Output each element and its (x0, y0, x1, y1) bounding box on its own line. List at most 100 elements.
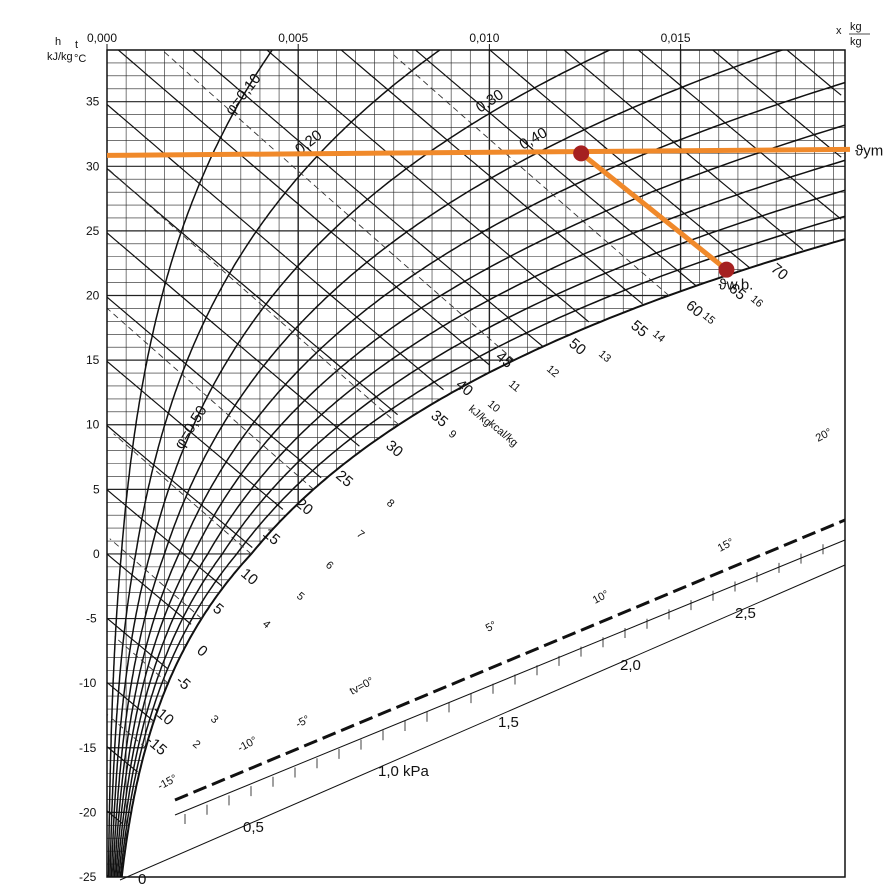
rh-curve (119, 215, 845, 877)
kcal-label: 2 (190, 738, 202, 751)
x-tick-label: 0,010 (469, 31, 499, 45)
y-tick-label: -20 (79, 805, 97, 819)
wet-bulb-line (114, 636, 169, 684)
enthalpy-label: 50 (565, 335, 589, 359)
dry-bulb-label: ϑym (855, 142, 883, 159)
wet-bulb-line (113, 433, 252, 555)
kcal-label: 14 (650, 328, 667, 345)
enthalpy-label: 30 (382, 437, 406, 461)
process-overlay: ϑym ϑw.b. (106, 142, 883, 294)
kcal-label: 8 (384, 497, 396, 510)
y-tick-label: 35 (86, 95, 100, 109)
wet-bulb-label: 15° (716, 536, 736, 554)
enthalpy-label: 0 (193, 642, 210, 660)
moisture-grid (125, 50, 834, 843)
dry-bulb-process-line (106, 146, 851, 158)
kcal-label: 10 (485, 398, 502, 415)
rh-curve (107, 50, 274, 877)
kcal-label: 4 (260, 618, 272, 631)
start-point-marker (573, 145, 590, 162)
enthalpy-line (107, 168, 398, 416)
enthalpy-label: 15 (259, 525, 283, 549)
wet-bulb-label: -10° (236, 735, 260, 755)
enthalpy-line (107, 681, 154, 722)
rh-curve (113, 81, 845, 877)
kcal-label: 3 (208, 713, 220, 726)
enthalpy-line (563, 50, 804, 251)
enthalpy-label: -5 (172, 672, 193, 694)
enthalpy-line (107, 553, 192, 625)
x-unit-num: kg (850, 21, 862, 33)
wet-bulb-point-label: ϑw.b. (718, 277, 753, 294)
enthalpy-label: 20 (292, 495, 316, 519)
x-tick-label: 0,005 (278, 31, 308, 45)
relative-humidity-curves (107, 50, 845, 877)
enthalpy-line (107, 617, 169, 670)
y-axis-t: t (75, 39, 78, 51)
enthalpy-line (107, 360, 284, 510)
y-tick-label: -5 (86, 612, 97, 626)
wet-bulb-line (107, 168, 400, 426)
end-point-marker (718, 261, 735, 278)
enthalpy-line (786, 50, 842, 96)
y-tick-label: -15 (79, 741, 97, 755)
enthalpy-line (266, 50, 590, 323)
origin-label: 0 (138, 871, 146, 888)
enthalpy-line (488, 50, 750, 269)
enthalpy-line (711, 50, 842, 158)
rh-curve (115, 124, 845, 877)
wet-bulb-label: -15° (156, 773, 180, 793)
kcal-label: 5 (294, 590, 306, 603)
rh-curve (116, 159, 845, 877)
rh-curve (112, 50, 785, 877)
y-tick-label: -25 (79, 870, 97, 884)
enthalpy-line (107, 296, 322, 479)
wet-bulb-line (162, 50, 515, 361)
kcal-label: 13 (596, 348, 613, 365)
rh-curve (110, 50, 612, 877)
pressure-label: 0,5 (243, 819, 264, 836)
wet-bulb-process-line (579, 151, 729, 272)
enthalpy-line (340, 50, 643, 305)
y-tick-label: 10 (86, 418, 100, 432)
x-unit-den: kg (850, 36, 862, 48)
kcal-label: 7 (354, 528, 366, 541)
wet-bulb-line (393, 54, 670, 296)
wet-bulb-line (107, 714, 147, 749)
vapour-pressure-scale (119, 518, 846, 881)
enthalpy-line (788, 0, 842, 33)
enthalpy-label: 10 (237, 565, 261, 589)
y-tick-label: -10 (79, 676, 97, 690)
rh-curve (118, 189, 845, 877)
rh-curve-label: φ=0,10 (222, 70, 265, 118)
kcal-label: 12 (544, 363, 561, 380)
enthalpy-line (117, 50, 490, 366)
pressure-label: 2,0 (620, 657, 641, 674)
kcal-label: 16 (748, 293, 765, 310)
enthalpy-kcal-unit-label: kcal/kg (486, 418, 520, 449)
wet-bulb-lines (107, 50, 670, 749)
wet-bulb-label: 10° (591, 588, 611, 606)
enthalpy-line (107, 232, 360, 447)
enthalpy-line (191, 50, 544, 347)
pressure-label: 2,5 (735, 605, 756, 622)
enthalpy-line (637, 50, 842, 220)
wet-bulb-line (109, 538, 202, 619)
y-tick-label: 30 (86, 159, 100, 173)
y-tick-label: 0 (93, 547, 100, 561)
y-tick-label: 5 (93, 482, 100, 496)
enthalpy-line (107, 425, 253, 549)
pressure-line (174, 539, 846, 816)
rh-curve-label: φ=0,50 (171, 403, 211, 452)
enthalpy-line (414, 50, 697, 287)
x-tick-label: 0,015 (661, 31, 691, 45)
y-axis-h: h (55, 36, 61, 48)
enthalpy-label: 35 (427, 407, 451, 431)
pressure-line (174, 518, 846, 802)
enthalpy-line (107, 746, 138, 773)
enthalpy-label: 55 (627, 317, 651, 341)
enthalpy-label: 40 (452, 376, 476, 400)
wet-bulb-line (107, 307, 314, 490)
rh-curve (109, 50, 442, 877)
